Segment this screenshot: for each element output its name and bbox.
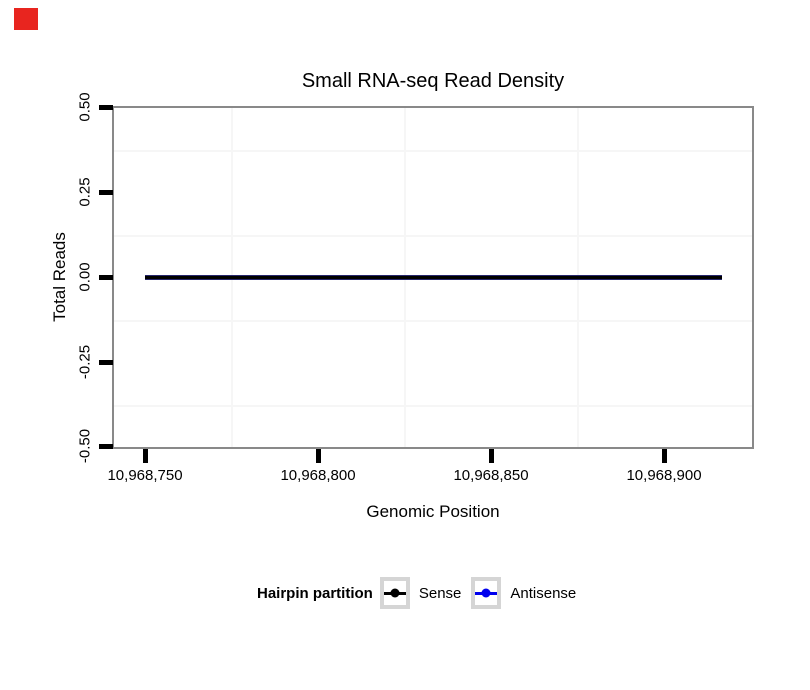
- x-tick: [662, 449, 667, 463]
- y-axis-title: Total Reads: [50, 232, 69, 322]
- y-tick: [99, 275, 113, 280]
- x-tick-label: 10,968,850: [453, 467, 529, 484]
- y-tick: [99, 190, 113, 195]
- y-tick: [99, 360, 113, 365]
- gridline-minor-horizontal: [114, 320, 752, 322]
- y-tick-label: 0.00: [76, 262, 94, 292]
- legend: Hairpin partition Sense Antisense: [257, 577, 586, 609]
- antisense-point-icon: [481, 588, 491, 598]
- y-tick-label: 0.50: [76, 92, 94, 122]
- x-tick: [316, 449, 321, 463]
- x-tick-label: 10,968,750: [107, 467, 183, 484]
- plot-panel: [112, 106, 754, 449]
- x-tick-label: 10,968,900: [626, 467, 702, 484]
- gridline-minor-horizontal: [114, 235, 752, 237]
- chart-title: Small RNA-seq Read Density: [301, 70, 565, 92]
- legend-key-sense: [379, 577, 410, 609]
- y-tick-label: -0.50: [76, 428, 94, 464]
- y-tick-label: 0.25: [76, 177, 94, 207]
- series-line-antisense: [145, 275, 722, 280]
- y-tick-label: -0.25: [76, 344, 94, 380]
- legend-label-sense: Sense: [418, 584, 462, 602]
- series-line-sense: [145, 276, 722, 279]
- y-tick: [99, 444, 113, 449]
- x-axis-title: Genomic Position: [366, 502, 500, 521]
- x-tick-label: 10,968,800: [280, 467, 356, 484]
- gridline-minor-horizontal: [114, 150, 752, 152]
- legend-title: Hairpin partition: [257, 584, 373, 602]
- y-tick: [99, 105, 113, 110]
- legend-label-antisense: Antisense: [510, 584, 577, 602]
- legend-key-antisense: [471, 577, 502, 609]
- sense-point-icon: [390, 588, 400, 598]
- x-tick: [489, 449, 494, 463]
- x-tick: [143, 449, 148, 463]
- red-marker: [14, 8, 38, 30]
- gridline-minor-horizontal: [114, 405, 752, 407]
